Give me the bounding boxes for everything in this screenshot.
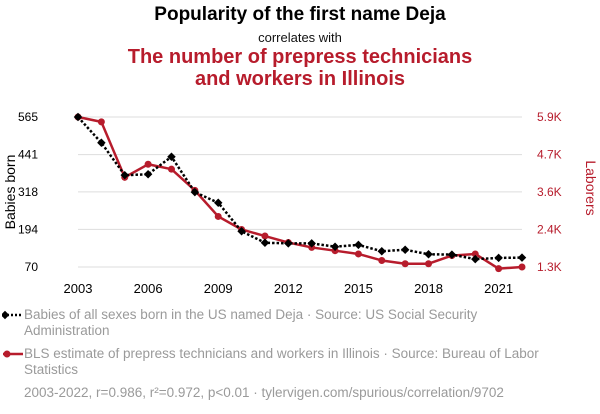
series-line-babies-born — [77, 116, 523, 261]
data-point-laborers — [378, 256, 386, 264]
data-point-babies-born — [424, 250, 433, 259]
y-tick-label-right: 2.4K — [537, 223, 562, 237]
legend-marker-solid-circle — [3, 350, 23, 358]
data-point-laborers — [425, 260, 433, 268]
data-point-babies-born — [237, 226, 246, 236]
data-point-babies-born — [167, 152, 176, 161]
y-tick-label-right: 4.7K — [537, 148, 562, 162]
x-tick-label: 2006 — [134, 281, 163, 296]
x-tick-label: 2021 — [484, 281, 513, 296]
data-point-laborers — [354, 250, 362, 258]
y-axis-label-left: Babies born — [2, 155, 18, 230]
y-tick-label-right: 1.3K — [537, 260, 562, 274]
data-point-laborers — [144, 160, 152, 168]
series-line-laborers — [77, 115, 523, 270]
legend-marker-dotted-diamond — [2, 310, 23, 320]
chart-title-2-line-2: and workers in Illinois — [194, 68, 406, 90]
legend-text-1: Babies of all sexes born in the US named… — [24, 307, 478, 338]
data-point-babies-born — [120, 170, 129, 180]
data-point-laborers — [495, 265, 503, 273]
chart-title-2-line-1: The number of prepress technicians — [127, 46, 473, 68]
data-point-babies-born — [494, 253, 503, 263]
data-point-laborers — [401, 260, 409, 268]
data-point-babies-born — [143, 170, 153, 179]
data-point-babies-born — [73, 112, 83, 122]
data-point-babies-born — [517, 253, 527, 262]
data-point-laborers — [471, 250, 479, 258]
data-point-laborers — [261, 232, 269, 240]
chart-title-2: The number of prepress technicians and w… — [0, 46, 600, 90]
x-tick-label: 2018 — [414, 281, 443, 296]
y-axis-label-right: Laborers — [583, 160, 599, 215]
data-point-babies-born — [260, 238, 270, 248]
x-tick-label: 2012 — [274, 281, 303, 296]
data-point-babies-born — [307, 239, 316, 248]
data-point-babies-born — [284, 239, 293, 248]
data-point-laborers — [97, 118, 105, 126]
data-point-babies-born — [400, 245, 410, 254]
chart-title: Popularity of the first name Deja — [154, 4, 446, 25]
footer-note: 2003-2022, r=0.986, r²=0.972, p<0.01 · t… — [24, 385, 504, 400]
data-point-babies-born — [447, 250, 457, 259]
data-point-laborers — [214, 212, 222, 220]
y-tick-label-right: 5.9K — [537, 110, 562, 124]
legend-text-2: BLS estimate of prepress technicians and… — [24, 346, 539, 377]
data-point-babies-born — [471, 254, 480, 264]
y-tick-label-left: 70 — [25, 260, 39, 274]
data-point-babies-born — [330, 242, 340, 251]
data-point-laborers — [518, 263, 526, 271]
data-point-laborers — [167, 165, 175, 173]
y-tick-label-left: 194 — [18, 222, 38, 236]
data-point-babies-born — [97, 138, 106, 148]
data-point-babies-born — [213, 198, 223, 208]
x-tick-label: 2003 — [64, 281, 93, 296]
y-tick-label-left: 318 — [18, 185, 38, 199]
x-tick-label: 2009 — [204, 281, 233, 296]
data-point-babies-born — [354, 240, 363, 250]
y-tick-label-left: 565 — [18, 110, 38, 124]
data-point-babies-born — [190, 187, 200, 197]
y-tick-label-left: 441 — [18, 148, 38, 162]
y-tick-label-right: 3.6K — [537, 185, 562, 199]
x-tick-label: 2015 — [344, 281, 373, 296]
data-point-babies-born — [377, 246, 387, 256]
chart-subtitle: correlates with — [258, 30, 342, 45]
